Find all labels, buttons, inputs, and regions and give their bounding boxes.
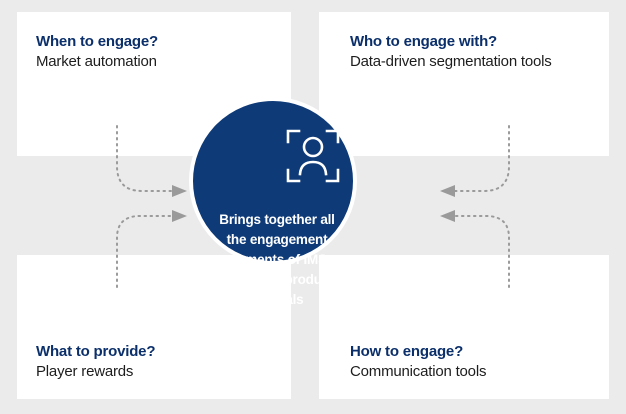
face-scan-icon <box>286 129 340 183</box>
hub-text-line: the engagement <box>226 232 328 247</box>
card-subtitle: Player rewards <box>36 363 134 380</box>
card-title: Who to engage with? <box>350 33 498 50</box>
card-who-to-engage-with: Who to engage with? Data-driven segmenta… <box>319 12 609 156</box>
connector-top-right <box>454 125 510 192</box>
card-title: When to engage? <box>36 33 158 50</box>
connector-bottom-right <box>454 215 510 288</box>
arrowhead-bottom-left <box>172 210 187 222</box>
hub-text-line: Brings together all <box>219 212 335 227</box>
hub-description: Brings together all the engagement eleme… <box>193 210 361 310</box>
hub-text-line: elements of IMS <box>227 252 327 267</box>
arrowhead-bottom-right <box>440 210 455 222</box>
connector-bottom-left <box>116 215 173 288</box>
hub-text-line: across all product <box>220 272 334 287</box>
connector-top-left <box>116 125 173 192</box>
card-how-to-engage: How to engage? Communication tools <box>319 255 609 399</box>
card-title: What to provide? <box>36 343 156 360</box>
arrowhead-top-left <box>172 185 187 197</box>
card-subtitle: Data-driven segmentation tools <box>350 53 552 70</box>
card-title: How to engage? <box>350 343 464 360</box>
central-hub: Brings together all the engagement eleme… <box>189 97 357 307</box>
card-what-to-provide: What to provide? Player rewards <box>17 255 291 399</box>
card-subtitle: Market automation <box>36 53 157 70</box>
card-subtitle: Communication tools <box>350 363 487 380</box>
hub-text-line: verticals <box>250 292 304 307</box>
card-when-to-engage: When to engage? Market automation <box>17 12 291 156</box>
arrowhead-top-right <box>440 185 455 197</box>
